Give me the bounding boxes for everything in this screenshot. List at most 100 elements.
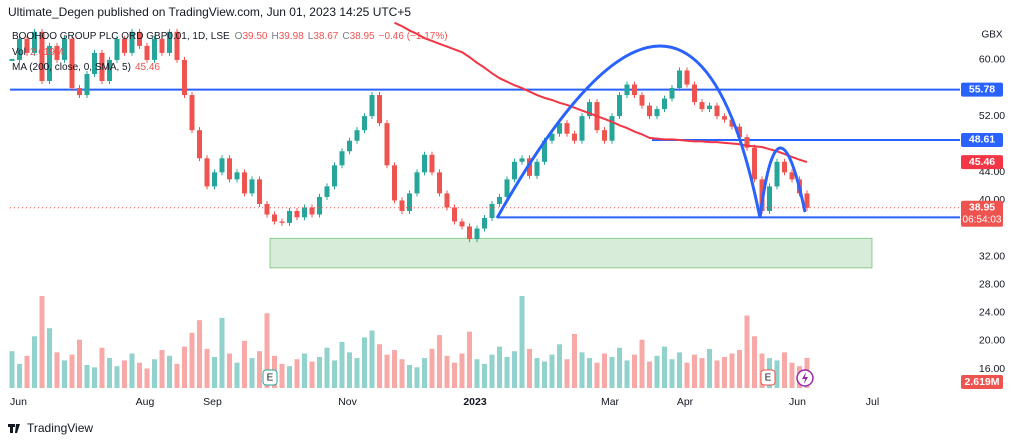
volume-bar — [429, 348, 435, 388]
candle — [32, 31, 37, 53]
candle — [422, 154, 427, 173]
x-tick-label: Sep — [203, 396, 222, 408]
volume-bar — [437, 335, 442, 388]
candle — [279, 221, 285, 223]
candle — [459, 221, 465, 227]
volume-bar — [684, 362, 690, 388]
volume-bar — [789, 362, 795, 388]
volume-bar — [167, 355, 172, 388]
volume-bar — [174, 363, 180, 388]
candle — [287, 210, 292, 223]
candle — [489, 203, 495, 218]
volume-bar — [242, 340, 247, 388]
candle — [774, 161, 780, 187]
volume-bar — [714, 360, 720, 388]
cup-arc — [495, 44, 762, 219]
candle — [122, 38, 127, 53]
volume-label-box — [961, 375, 1003, 389]
candle — [369, 95, 375, 117]
ohlc-key: H — [271, 31, 278, 42]
volume-bar — [422, 358, 427, 388]
volume-bar — [152, 359, 157, 388]
plot-area: E E60.0052.0044.0040.0032.0028.0024.0020.… — [9, 21, 1005, 408]
volume-bar — [399, 359, 405, 388]
candle — [347, 140, 352, 152]
ohlc-key: O — [235, 31, 243, 42]
vol-label: Vol — [12, 47, 26, 58]
volume-bar — [219, 317, 225, 388]
volume-bar — [587, 358, 592, 388]
footer: TradingView — [8, 421, 93, 435]
y-tick-label: 16.00 — [979, 363, 1005, 375]
volume-bar — [294, 359, 300, 388]
volume-bar — [699, 358, 705, 388]
candle — [317, 196, 322, 215]
volume-bar — [467, 331, 472, 388]
candle — [519, 158, 525, 162]
candle — [114, 38, 120, 60]
x-tick-label: Apr — [677, 396, 694, 408]
volume-bar — [182, 346, 187, 388]
y-tick-label: 60.00 — [979, 54, 1005, 66]
volume-bar — [39, 296, 45, 388]
candle — [24, 38, 30, 53]
x-tick-label: Jun — [789, 396, 806, 408]
earnings-marker — [760, 369, 776, 386]
candle — [39, 31, 45, 82]
volume-bar — [204, 348, 210, 388]
candle — [17, 38, 22, 60]
candle — [497, 196, 502, 204]
candle — [227, 158, 232, 180]
candle — [647, 105, 652, 117]
volume-bar — [504, 356, 510, 388]
candle — [804, 193, 810, 208]
candle — [504, 179, 510, 197]
ohlc-key: L — [308, 31, 314, 42]
volume-bar — [392, 350, 397, 388]
published-note: Ultimate_Degen published on TradingView.… — [8, 5, 411, 19]
candle — [692, 84, 697, 103]
volume-bar — [339, 342, 345, 388]
volume-bar — [782, 352, 787, 388]
candle — [677, 70, 682, 89]
candle — [782, 161, 787, 173]
lightning-glyph — [802, 372, 808, 384]
volume-bar — [639, 339, 645, 388]
earnings-label: E — [267, 373, 274, 384]
ma-price-label-box — [961, 155, 1003, 170]
candle — [242, 172, 247, 194]
volume-bar — [24, 355, 30, 388]
candle — [467, 226, 472, 240]
volume-bar — [752, 336, 757, 388]
symbol: BOOHOO GROUP PLC ORD GBP0.01, 1D, LSE — [12, 31, 230, 42]
volume-bar — [69, 354, 75, 388]
earnings-marker — [262, 369, 278, 386]
candle — [77, 88, 82, 96]
candle — [542, 140, 547, 162]
candle — [219, 158, 225, 173]
volume-bar — [624, 360, 630, 388]
volume-bar — [572, 333, 577, 388]
volume-bar — [617, 347, 622, 388]
candle — [654, 109, 660, 117]
volume-bar — [197, 320, 202, 388]
volume-bar — [542, 361, 547, 388]
volume-bar — [114, 366, 120, 388]
candle — [737, 126, 742, 138]
candle — [617, 95, 622, 117]
volume-bar — [32, 336, 37, 388]
volume-bar — [377, 344, 382, 388]
volume-bar — [647, 361, 652, 388]
volume-bar — [729, 353, 735, 388]
candle — [92, 52, 97, 74]
candle — [384, 123, 390, 166]
vol-value: 2.619M — [30, 47, 63, 58]
candle — [549, 133, 555, 141]
last-price-label-box — [961, 200, 1003, 227]
candle — [99, 52, 105, 82]
volume-bar — [669, 359, 675, 388]
ohlc-value: 38.67 — [313, 31, 338, 42]
volume-bar — [692, 354, 697, 388]
candle — [602, 130, 607, 141]
